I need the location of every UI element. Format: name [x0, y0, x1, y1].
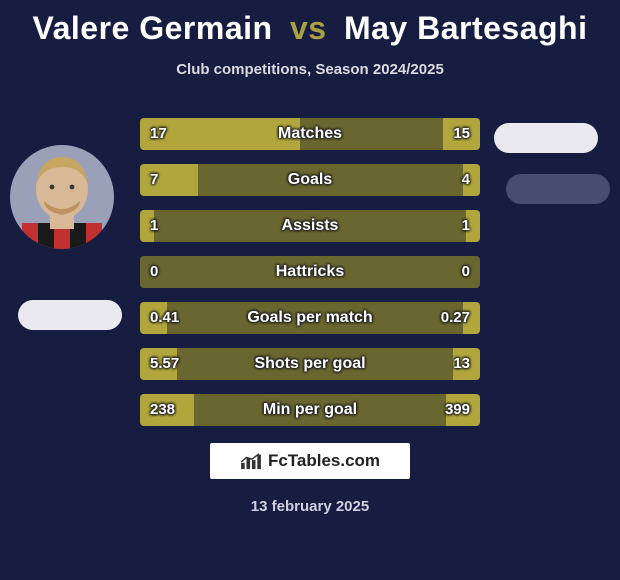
stat-label: Hattricks [140, 256, 480, 288]
stat-label: Assists [140, 210, 480, 242]
stats-table: 1715Matches 74Goals 11Assists 00Hattricks 0.… [140, 118, 480, 440]
stat-row: 0.410.27Goals per match [140, 302, 480, 334]
comparison-title: Valere Germain vs May Bartesaghi [0, 0, 620, 47]
fctables-logo: FcTables.com [210, 443, 410, 479]
avatar-illustration [10, 145, 114, 249]
stat-label: Goals [140, 164, 480, 196]
date-label: 13 february 2025 [0, 498, 620, 515]
logo-text: FcTables.com [268, 451, 380, 471]
player1-badge-pill [18, 300, 122, 330]
stat-label: Matches [140, 118, 480, 150]
player1-name: Valere Germain [33, 10, 273, 46]
player2-badge-pill-2 [506, 174, 610, 204]
stat-row: 11Assists [140, 210, 480, 242]
bars-icon [240, 452, 262, 470]
vs-label: vs [290, 10, 327, 46]
stat-row: 1715Matches [140, 118, 480, 150]
stat-label: Shots per goal [140, 348, 480, 380]
player1-avatar [10, 145, 114, 249]
stat-row: 74Goals [140, 164, 480, 196]
stat-row: 00Hattricks [140, 256, 480, 288]
subtitle: Club competitions, Season 2024/2025 [0, 61, 620, 78]
player2-badge-pill-1 [494, 123, 598, 153]
stat-label: Goals per match [140, 302, 480, 334]
stat-label: Min per goal [140, 394, 480, 426]
stat-row: 5.5713Shots per goal [140, 348, 480, 380]
stat-row: 238399Min per goal [140, 394, 480, 426]
player2-name: May Bartesaghi [344, 10, 588, 46]
